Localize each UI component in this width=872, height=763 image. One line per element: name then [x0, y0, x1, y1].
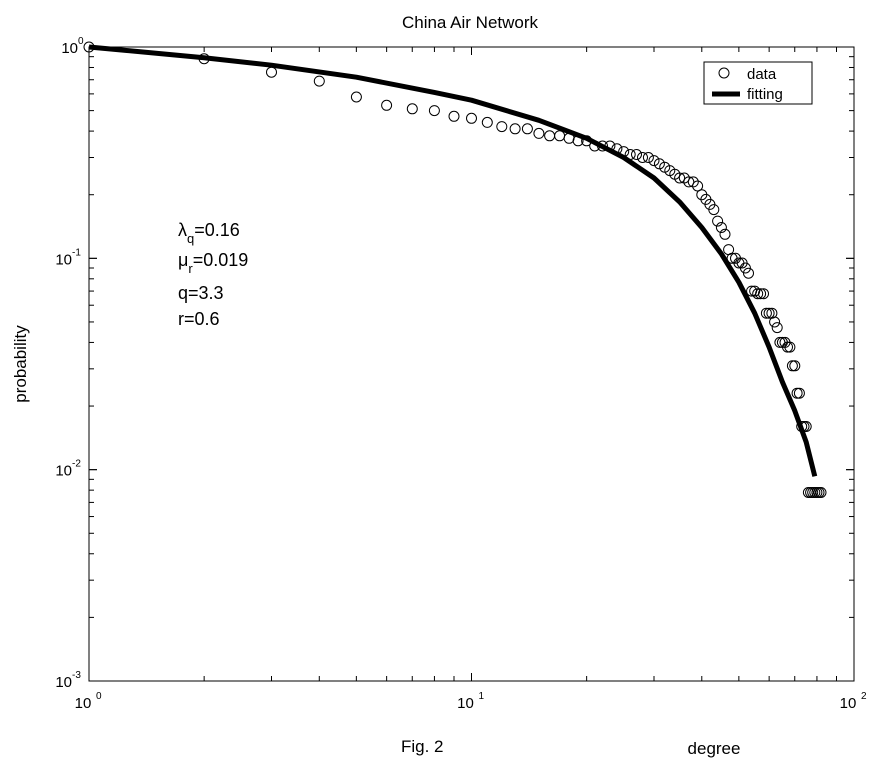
- data-point: [466, 112, 477, 124]
- x-tick-label-exponent: 0: [96, 691, 102, 702]
- data-point: [381, 99, 393, 111]
- data-point: [771, 322, 783, 334]
- data-point: [715, 222, 727, 233]
- data-point: [428, 105, 440, 117]
- y-tick-label: 10: [55, 674, 72, 691]
- legend: data fitting: [703, 61, 813, 105]
- legend-label-data: data: [747, 66, 777, 83]
- legend-label-fitting: fitting: [747, 86, 783, 103]
- annotation-text: μr=0.019: [178, 250, 248, 276]
- annotation-text: λq=0.16: [178, 220, 240, 246]
- data-point: [631, 149, 642, 160]
- y-axis-label: probability: [11, 325, 30, 403]
- data-point: [674, 172, 686, 184]
- data-point: [350, 91, 362, 103]
- y-tick-label-exponent: -3: [72, 670, 81, 681]
- y-tick-label: 10: [55, 463, 72, 480]
- data-point: [481, 116, 493, 128]
- data-point: [712, 215, 724, 227]
- data-point: [793, 387, 805, 399]
- x-tick-label: 10: [75, 695, 92, 712]
- data-point: [266, 66, 277, 78]
- annotation-text: q=3.3: [178, 283, 224, 303]
- data-point: [509, 123, 521, 135]
- data-point: [618, 146, 630, 158]
- data-point: [791, 387, 803, 399]
- data-point: [198, 53, 210, 65]
- data-point: [743, 267, 754, 279]
- x-tick-labels: 10 0 10 1 10 2: [75, 691, 867, 712]
- data-point: [796, 421, 808, 432]
- data-point: [648, 155, 660, 167]
- x-tick-label: 10: [840, 695, 857, 712]
- data-point: [624, 149, 636, 160]
- legend-box: [703, 61, 813, 105]
- x-tick-label: 10: [457, 695, 474, 712]
- data-point: [815, 487, 827, 498]
- data-point: [554, 130, 566, 142]
- axis-ticks: [88, 46, 855, 682]
- data-point: [692, 180, 704, 192]
- data-point: [752, 288, 764, 300]
- y-tick-label: 10: [61, 40, 78, 57]
- fitting-series: [88, 44, 818, 477]
- data-point: [758, 288, 769, 300]
- data-point: [589, 140, 601, 152]
- data-point: [763, 307, 775, 319]
- data-point: [708, 204, 720, 216]
- data-point: [719, 228, 731, 240]
- data-series: [83, 41, 827, 498]
- data-point: [611, 143, 623, 155]
- chart-title: China Air Network: [402, 13, 539, 32]
- data-point: [789, 360, 801, 372]
- plot-area-frame: [88, 46, 855, 682]
- x-tick-label-exponent: 2: [861, 691, 867, 702]
- data-point: [448, 110, 460, 122]
- data-point: [642, 152, 654, 163]
- fitting-line: [88, 44, 818, 477]
- data-point: [782, 341, 793, 353]
- data-point: [637, 152, 648, 163]
- data-point: [604, 140, 616, 152]
- data-point: [597, 140, 608, 152]
- x-tick-label-exponent: 1: [479, 691, 485, 702]
- data-point: [739, 262, 751, 274]
- data-point: [521, 123, 533, 135]
- figure-caption: Fig. 2: [401, 737, 444, 756]
- legend-marker-data: [718, 67, 730, 79]
- data-point: [544, 130, 556, 142]
- data-point: [687, 176, 699, 188]
- annotation-text: r=0.6: [178, 309, 220, 329]
- data-point: [496, 121, 508, 133]
- data-point: [533, 127, 545, 139]
- y-tick-label-exponent: -2: [72, 459, 81, 470]
- data-point: [581, 135, 593, 147]
- data-point: [683, 176, 695, 188]
- y-tick-label-exponent: -1: [72, 247, 81, 258]
- data-point: [755, 288, 767, 300]
- data-point: [769, 316, 781, 328]
- parameter-annotations: λq=0.16 μr=0.019 q=3.3 r=0.6: [178, 220, 248, 329]
- data-point: [800, 421, 812, 432]
- y-tick-label: 10: [55, 251, 72, 268]
- data-point: [572, 135, 584, 147]
- data-point: [786, 360, 798, 372]
- data-point: [313, 75, 325, 87]
- y-tick-label-exponent: 0: [78, 36, 84, 47]
- data-point: [653, 158, 665, 170]
- x-axis-label: degree: [688, 739, 741, 758]
- data-point: [83, 41, 95, 53]
- data-point: [406, 103, 418, 115]
- data-point: [760, 307, 772, 319]
- data-point: [784, 341, 796, 353]
- data-point: [563, 132, 575, 144]
